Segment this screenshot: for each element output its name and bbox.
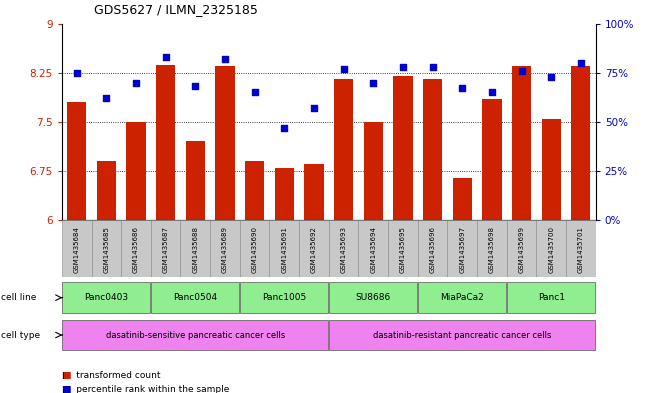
Bar (329, 220, 359, 277)
Bar (62, 282, 150, 313)
Point (457, 85, 467, 92)
Bar (571, 66, 590, 220)
Text: GSM1435687: GSM1435687 (163, 226, 169, 273)
Bar (419, 282, 506, 313)
Text: ■: ■ (62, 371, 70, 380)
Point (546, 73, 557, 80)
Bar (151, 220, 180, 277)
Bar (482, 99, 501, 220)
Bar (245, 161, 264, 220)
Bar (364, 122, 383, 220)
Point (339, 66, 349, 72)
Bar (447, 220, 477, 277)
Bar (393, 76, 413, 220)
Text: GSM1435690: GSM1435690 (252, 226, 258, 273)
Text: ■: ■ (62, 385, 70, 393)
Text: GSM1435697: GSM1435697 (459, 226, 465, 273)
Bar (418, 220, 447, 277)
Text: GSM1435686: GSM1435686 (133, 226, 139, 273)
Bar (542, 119, 561, 220)
Bar (536, 220, 566, 277)
Text: GSM1435700: GSM1435700 (548, 226, 554, 273)
Point (190, 83, 201, 90)
Text: GSM1435688: GSM1435688 (192, 226, 199, 273)
Point (72, 70, 82, 76)
Point (427, 64, 437, 70)
Bar (186, 141, 205, 220)
Text: GSM1435685: GSM1435685 (104, 226, 109, 273)
Text: ■  transformed count: ■ transformed count (62, 371, 160, 380)
Text: Panc1005: Panc1005 (262, 293, 307, 302)
Text: GSM1435684: GSM1435684 (74, 226, 79, 273)
Text: Panc1: Panc1 (538, 293, 564, 302)
Text: GSM1435698: GSM1435698 (489, 226, 495, 273)
Bar (240, 220, 270, 277)
Bar (566, 220, 596, 277)
Bar (507, 282, 595, 313)
Bar (152, 282, 239, 313)
Bar (156, 65, 175, 220)
Text: GSM1435701: GSM1435701 (578, 226, 584, 273)
Bar (512, 66, 531, 220)
Point (101, 95, 111, 101)
Bar (215, 66, 234, 220)
Bar (121, 220, 151, 277)
Text: cell line: cell line (1, 293, 36, 302)
Bar (299, 220, 329, 277)
Bar (506, 220, 536, 277)
Bar (67, 102, 87, 220)
Bar (240, 282, 328, 313)
Bar (388, 220, 418, 277)
Point (249, 89, 260, 95)
Point (398, 64, 408, 70)
Point (220, 56, 230, 62)
Text: cell type: cell type (1, 331, 40, 340)
Bar (477, 220, 506, 277)
Bar (62, 320, 328, 351)
Text: Panc0403: Panc0403 (84, 293, 128, 302)
Text: GSM1435696: GSM1435696 (430, 226, 436, 273)
Bar (92, 220, 121, 277)
Text: ■  percentile rank within the sample: ■ percentile rank within the sample (62, 385, 229, 393)
Text: GSM1435692: GSM1435692 (311, 226, 317, 273)
Bar (97, 161, 116, 220)
Bar (210, 220, 240, 277)
Text: Panc0504: Panc0504 (173, 293, 217, 302)
Text: GSM1435691: GSM1435691 (281, 226, 287, 273)
Text: GSM1435699: GSM1435699 (519, 226, 525, 273)
Bar (423, 79, 442, 220)
Bar (334, 79, 353, 220)
Text: dasatinib-sensitive pancreatic cancer cells: dasatinib-sensitive pancreatic cancer ce… (105, 331, 285, 340)
Bar (180, 220, 210, 277)
Bar (270, 220, 299, 277)
Bar (329, 282, 417, 313)
Point (516, 68, 527, 74)
Bar (304, 164, 324, 220)
Point (487, 89, 497, 95)
Point (131, 79, 141, 86)
Bar (126, 122, 146, 220)
Point (368, 79, 378, 86)
Text: GSM1435695: GSM1435695 (400, 226, 406, 273)
Point (279, 125, 290, 131)
Text: GSM1435694: GSM1435694 (370, 226, 376, 273)
Bar (452, 178, 472, 220)
Point (160, 54, 171, 60)
Bar (62, 220, 92, 277)
Text: MiaPaCa2: MiaPaCa2 (440, 293, 484, 302)
Text: GSM1435689: GSM1435689 (222, 226, 228, 273)
Text: GDS5627 / ILMN_2325185: GDS5627 / ILMN_2325185 (94, 3, 258, 16)
Bar (275, 168, 294, 220)
Bar (329, 320, 595, 351)
Bar (359, 220, 388, 277)
Text: SU8686: SU8686 (355, 293, 391, 302)
Text: dasatinib-resistant pancreatic cancer cells: dasatinib-resistant pancreatic cancer ce… (373, 331, 551, 340)
Point (575, 60, 586, 66)
Point (309, 105, 319, 111)
Text: GSM1435693: GSM1435693 (340, 226, 346, 273)
